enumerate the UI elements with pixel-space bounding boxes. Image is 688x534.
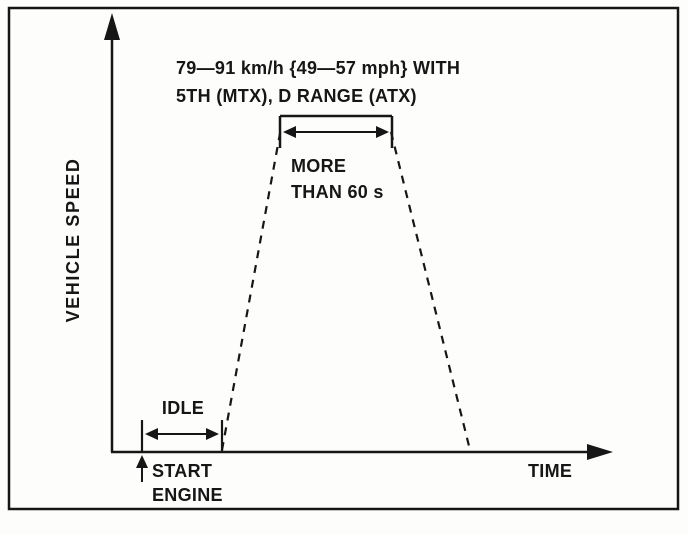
idle-arrow-right-head — [206, 428, 219, 440]
deceleration-dashed-line — [389, 131, 472, 451]
start-engine-label-line1: START — [152, 461, 212, 481]
y-axis-label: VEHICLE SPEED — [63, 158, 83, 323]
duration-note-line1: MORE — [291, 156, 346, 176]
x-axis-arrowhead — [587, 444, 613, 460]
diagram-border — [7, 6, 680, 511]
speed-note-line2: 5TH (MTX), D RANGE (ATX) — [176, 86, 417, 106]
duration-note-line2: THAN 60 s — [291, 182, 384, 202]
x-axis-label: TIME — [528, 461, 572, 481]
duration-arrow-left-head — [283, 126, 296, 138]
acceleration-dashed-line — [220, 127, 283, 451]
speed-note-line1: 79—91 km/h {49—57 mph} WITH — [176, 58, 460, 78]
start-engine-arrow-head — [136, 455, 148, 468]
idle-label: IDLE — [162, 398, 204, 418]
idle-arrow-left-head — [145, 428, 158, 440]
duration-arrow-right-head — [376, 126, 389, 138]
y-axis-arrowhead — [104, 13, 120, 40]
start-engine-label-line2: ENGINE — [152, 485, 223, 505]
